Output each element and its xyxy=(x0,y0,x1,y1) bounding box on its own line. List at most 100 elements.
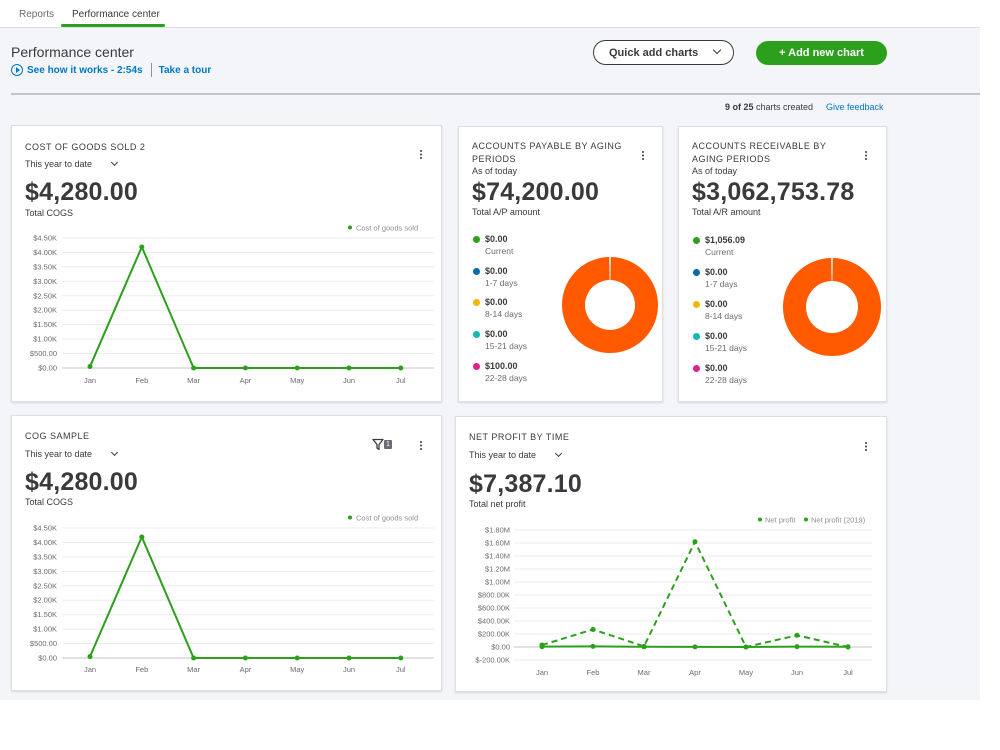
tab-reports[interactable]: Reports xyxy=(19,9,55,20)
data-point[interactable] xyxy=(346,655,352,661)
data-point[interactable] xyxy=(398,365,404,371)
charts-created-label: charts created xyxy=(756,102,814,112)
data-point[interactable] xyxy=(641,643,647,649)
data-point[interactable] xyxy=(845,644,851,650)
help-links: See how it works - 2:54s Take a tour xyxy=(11,63,211,77)
x-tick-label: Mar xyxy=(638,668,651,677)
y-tick-label: $0.00 xyxy=(491,643,510,652)
as-of-label: As of today xyxy=(692,166,738,176)
more-options-icon[interactable] xyxy=(860,441,872,453)
data-point[interactable] xyxy=(139,534,145,540)
donut-slice[interactable] xyxy=(783,258,881,356)
total-amount: $7,387.10 xyxy=(469,470,583,498)
card-title: ACCOUNTS RECEIVABLE BY AGING PERIODS xyxy=(692,140,826,166)
period-label: This year to date xyxy=(25,159,93,169)
quick-add-charts-dropdown[interactable]: Quick add charts xyxy=(593,40,734,65)
y-tick-label: $400.00K xyxy=(478,617,510,626)
x-tick-label: Feb xyxy=(135,665,148,674)
period-dropdown[interactable]: This year to date xyxy=(25,158,119,169)
more-options-icon[interactable] xyxy=(415,440,427,452)
data-point[interactable] xyxy=(242,655,248,661)
page-title: Performance center xyxy=(11,44,134,60)
legend-dot xyxy=(473,331,480,338)
data-point[interactable] xyxy=(590,643,596,649)
total-amount-label: Total A/R amount xyxy=(692,207,761,217)
give-feedback-link[interactable]: Give feedback xyxy=(826,102,884,112)
legend-label: 8-14 days xyxy=(485,309,523,319)
legend-value: $0.00 xyxy=(485,297,508,307)
chevron-down-icon xyxy=(712,45,722,55)
net-profit-card: NET PROFIT BY TIME This year to date $7,… xyxy=(455,416,887,692)
data-point[interactable] xyxy=(87,364,93,370)
y-tick-label: $4.00K xyxy=(33,538,57,547)
legend-label: Cost of goods sold xyxy=(356,224,418,233)
card-title: ACCOUNTS PAYABLE BY AGING PERIODS xyxy=(472,140,622,166)
filter-icon[interactable]: 1 xyxy=(372,438,396,452)
tab-performance-center[interactable]: Performance center xyxy=(72,9,160,20)
funnel-icon xyxy=(372,438,384,451)
y-tick-label: $1.20M xyxy=(485,565,510,574)
data-point[interactable] xyxy=(539,642,545,648)
data-point[interactable] xyxy=(294,365,300,371)
data-point[interactable] xyxy=(794,644,800,650)
data-point[interactable] xyxy=(139,244,145,250)
tab-bar: Reports Performance center xyxy=(0,0,980,28)
legend-dot xyxy=(473,363,480,370)
y-tick-label: $800.00K xyxy=(478,591,510,600)
y-tick-label: $2.00K xyxy=(33,596,57,605)
data-point[interactable] xyxy=(743,644,749,650)
data-point[interactable] xyxy=(794,632,800,638)
header-divider xyxy=(11,93,980,95)
data-point[interactable] xyxy=(692,644,698,650)
data-point[interactable] xyxy=(590,626,596,632)
period-dropdown[interactable]: This year to date xyxy=(25,448,119,459)
legend-dot xyxy=(348,515,352,520)
series-line xyxy=(541,540,849,648)
cogs-line-chart: Cost of goods sold $0.00 $500.00 $1.00K $1.… xyxy=(30,224,434,385)
y-tick-label: $4.50K xyxy=(33,524,57,533)
legend-label: 1-7 days xyxy=(705,279,738,289)
more-options-icon[interactable] xyxy=(860,150,872,162)
y-tick-label: $4.50K xyxy=(33,234,57,243)
y-tick-label: $2.50K xyxy=(33,291,57,300)
legend-value: $0.00 xyxy=(705,363,728,373)
more-options-icon[interactable] xyxy=(637,150,649,162)
data-point[interactable] xyxy=(87,654,93,660)
x-tick-label: May xyxy=(290,665,304,674)
legend-value: $0.00 xyxy=(485,234,508,244)
data-point[interactable] xyxy=(191,655,197,661)
x-tick-label: Feb xyxy=(587,668,600,677)
x-tick-label: Jan xyxy=(536,668,548,677)
card-title: COG SAMPLE xyxy=(25,431,90,441)
period-label: This year to date xyxy=(469,450,537,460)
play-circle-icon[interactable] xyxy=(11,64,23,76)
legend-label: 22-28 days xyxy=(705,375,748,385)
donut-slice[interactable] xyxy=(562,257,658,353)
more-options-icon[interactable] xyxy=(415,149,427,161)
add-new-chart-button[interactable]: + Add new chart xyxy=(756,41,887,65)
data-point[interactable] xyxy=(294,655,300,661)
card-title-line-1: ACCOUNTS PAYABLE BY AGING xyxy=(472,141,622,151)
data-point[interactable] xyxy=(346,365,352,371)
x-tick-label: Feb xyxy=(135,376,148,385)
card-title-line-2: AGING PERIODS xyxy=(692,154,771,164)
legend-label: 1-7 days xyxy=(485,278,518,288)
y-tick-label: $0.00 xyxy=(38,364,57,373)
y-tick-label: $200.00K xyxy=(478,630,510,639)
legend-value: $0.00 xyxy=(485,329,508,339)
see-how-it-works-link[interactable]: See how it works - 2:54s xyxy=(27,64,143,76)
y-tick-label: $1.00K xyxy=(33,625,57,634)
y-tick-label: $1.50K xyxy=(33,320,57,329)
y-tick-label: $3.50K xyxy=(33,262,57,271)
data-point[interactable] xyxy=(398,655,404,661)
data-point[interactable] xyxy=(692,539,698,545)
data-point[interactable] xyxy=(191,365,197,371)
take-a-tour-link[interactable]: Take a tour xyxy=(158,64,212,76)
data-point[interactable] xyxy=(242,365,248,371)
legend-value: $0.00 xyxy=(705,267,728,277)
legend-dot xyxy=(693,237,700,244)
legend-dot xyxy=(693,269,700,276)
series-line xyxy=(89,535,401,659)
performance-center-page: Reports Performance center Performance c… xyxy=(0,0,980,700)
period-dropdown[interactable]: This year to date xyxy=(469,449,563,460)
